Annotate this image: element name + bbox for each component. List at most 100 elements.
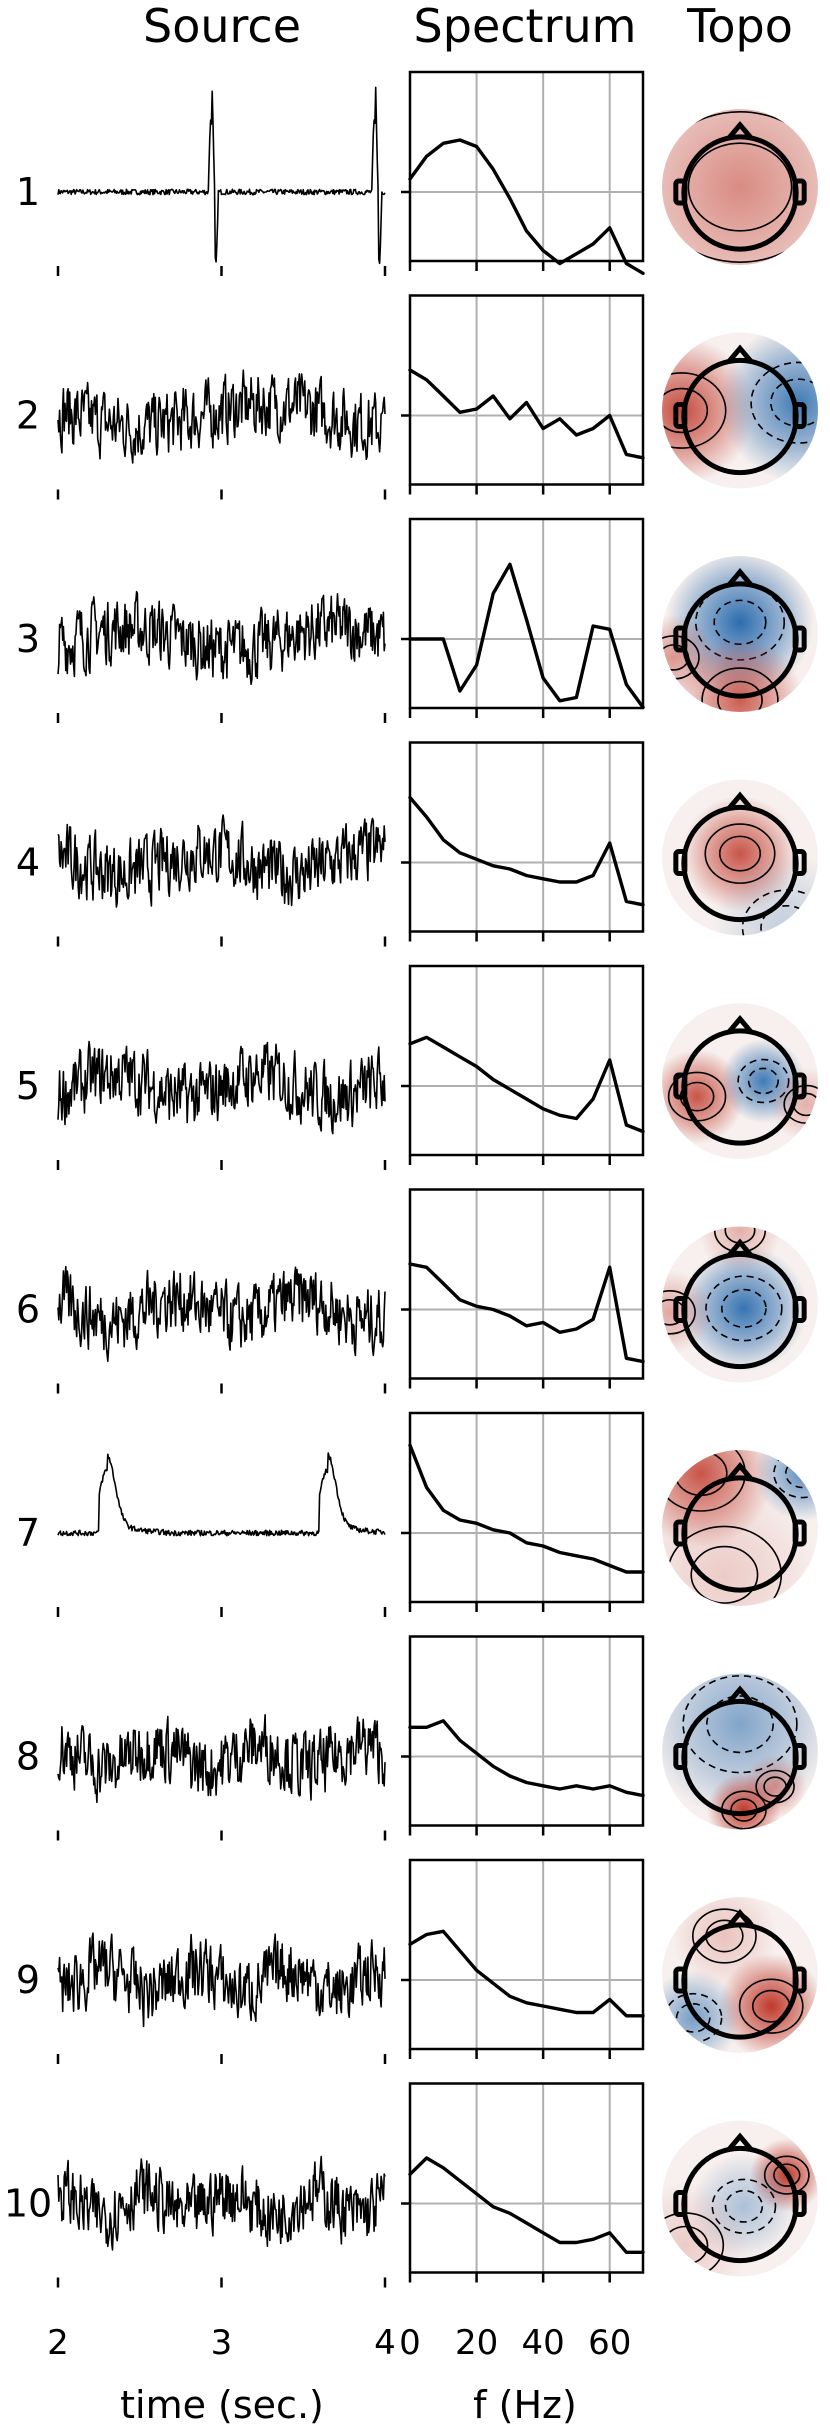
source-trace-line bbox=[57, 1932, 386, 2028]
nose bbox=[727, 1461, 753, 1481]
component-row: 7 bbox=[16, 1411, 818, 1617]
spectrum-frame bbox=[408, 294, 645, 486]
spectrum-line bbox=[408, 1719, 645, 1798]
spectrum-line bbox=[408, 138, 645, 275]
component-label: 7 bbox=[16, 1511, 40, 1555]
source-x-tick-label: 3 bbox=[211, 2323, 233, 2363]
source-x-tick-label: 4 bbox=[374, 2323, 396, 2363]
positive-blob bbox=[743, 1755, 807, 1819]
left-ear bbox=[673, 849, 688, 876]
positive-blob bbox=[697, 1226, 783, 1273]
left-ear bbox=[673, 1966, 688, 1994]
right-ear bbox=[792, 1966, 807, 1994]
contour-line bbox=[662, 387, 709, 434]
contour-line bbox=[773, 1450, 818, 1499]
nose bbox=[727, 1685, 753, 1704]
component-row: 2 bbox=[16, 294, 818, 500]
nose bbox=[727, 1908, 753, 1928]
contour-line bbox=[692, 1908, 757, 1964]
left-ear bbox=[673, 2190, 688, 2217]
component-label: 9 bbox=[16, 1958, 40, 2002]
source-column-title: Source bbox=[143, 0, 301, 53]
spectrum-frame bbox=[408, 1188, 645, 1380]
topomap bbox=[662, 1450, 818, 1606]
nose bbox=[727, 1238, 753, 1257]
right-ear bbox=[792, 1519, 807, 1547]
source-trace-line bbox=[57, 814, 386, 908]
component-row: 5 bbox=[16, 964, 818, 1170]
nose bbox=[727, 2132, 753, 2151]
topo-column-title: Topo bbox=[686, 0, 793, 53]
nose bbox=[727, 120, 753, 140]
contour-line bbox=[662, 1290, 696, 1335]
spectrum-x-axis-label: f (Hz) bbox=[473, 2383, 577, 2427]
component-row: 3 bbox=[16, 517, 818, 723]
nose bbox=[727, 567, 753, 587]
component-label: 5 bbox=[16, 1064, 40, 1108]
contour-line bbox=[701, 667, 779, 712]
nose bbox=[727, 791, 753, 810]
right-ear bbox=[792, 1743, 807, 1770]
contour-line bbox=[706, 1695, 774, 1754]
right-ear bbox=[792, 2190, 807, 2217]
spectrum-line bbox=[408, 1035, 645, 1134]
contour-line bbox=[717, 680, 763, 712]
component-row: 8 bbox=[16, 1635, 818, 1841]
spectrum-frame bbox=[408, 2082, 645, 2274]
topomap bbox=[662, 556, 818, 712]
spectrum-x-tick-label: 60 bbox=[588, 2323, 631, 2363]
source-trace-line bbox=[57, 369, 386, 464]
topomap bbox=[662, 1003, 818, 1159]
spectrum-line bbox=[408, 368, 645, 460]
source-trace-line bbox=[57, 1265, 386, 1362]
spectrum-frame bbox=[408, 1635, 645, 1827]
spectrum-line bbox=[408, 1262, 645, 1364]
positive-blob bbox=[662, 2182, 749, 2277]
right-ear bbox=[792, 849, 807, 876]
spectrum-line bbox=[408, 795, 645, 907]
spectrum-frame bbox=[408, 964, 645, 1157]
right-ear bbox=[792, 1072, 807, 1100]
positive-blob bbox=[769, 1067, 818, 1142]
positive-blob bbox=[662, 1270, 712, 1355]
bottom-axes: 2 3 4 0 20 40 60 bbox=[47, 2323, 631, 2363]
component-label: 1 bbox=[16, 170, 40, 214]
source-trace-line bbox=[57, 1040, 386, 1135]
source-trace-line bbox=[57, 590, 386, 686]
component-label: 10 bbox=[4, 2182, 52, 2226]
positive-blob bbox=[662, 615, 716, 700]
component-row: 1 bbox=[16, 70, 818, 276]
component-label: 8 bbox=[16, 1735, 40, 1779]
spectrum-line bbox=[408, 562, 645, 709]
source-x-axis-label: time (sec.) bbox=[120, 2383, 324, 2427]
spectrum-line bbox=[408, 1929, 645, 2018]
component-row: 10 bbox=[4, 2082, 818, 2288]
contour-line bbox=[711, 2178, 777, 2234]
left-ear bbox=[673, 1296, 688, 1323]
component-row: 4 bbox=[16, 741, 818, 947]
left-ear bbox=[673, 402, 688, 429]
spectrum-x-tick-label: 40 bbox=[522, 2323, 565, 2363]
component-rows: 1 2 3 4 5 6 7 8 9 10 bbox=[4, 70, 818, 2288]
topomap bbox=[662, 779, 818, 936]
source-trace-line bbox=[57, 1714, 386, 1804]
contour-line bbox=[687, 142, 793, 232]
contour-line bbox=[738, 1978, 804, 2034]
negative-blob bbox=[680, 1245, 808, 1372]
spectrum-line bbox=[408, 1443, 645, 1574]
source-trace-line bbox=[57, 2155, 386, 2251]
contour-line bbox=[720, 1288, 767, 1328]
component-label: 2 bbox=[16, 394, 40, 438]
positive-blob bbox=[662, 336, 756, 485]
topomap bbox=[662, 2120, 818, 2277]
contour-line bbox=[675, 2003, 711, 2033]
left-ear bbox=[673, 1072, 688, 1100]
spectrum-frame bbox=[408, 1858, 645, 2051]
spectrum-x-tick-label: 0 bbox=[399, 2323, 421, 2363]
component-row: 9 bbox=[16, 1858, 818, 2064]
spectrum-frame bbox=[408, 1411, 645, 1604]
nose bbox=[727, 344, 753, 363]
right-ear bbox=[792, 625, 807, 653]
left-ear bbox=[673, 625, 688, 653]
